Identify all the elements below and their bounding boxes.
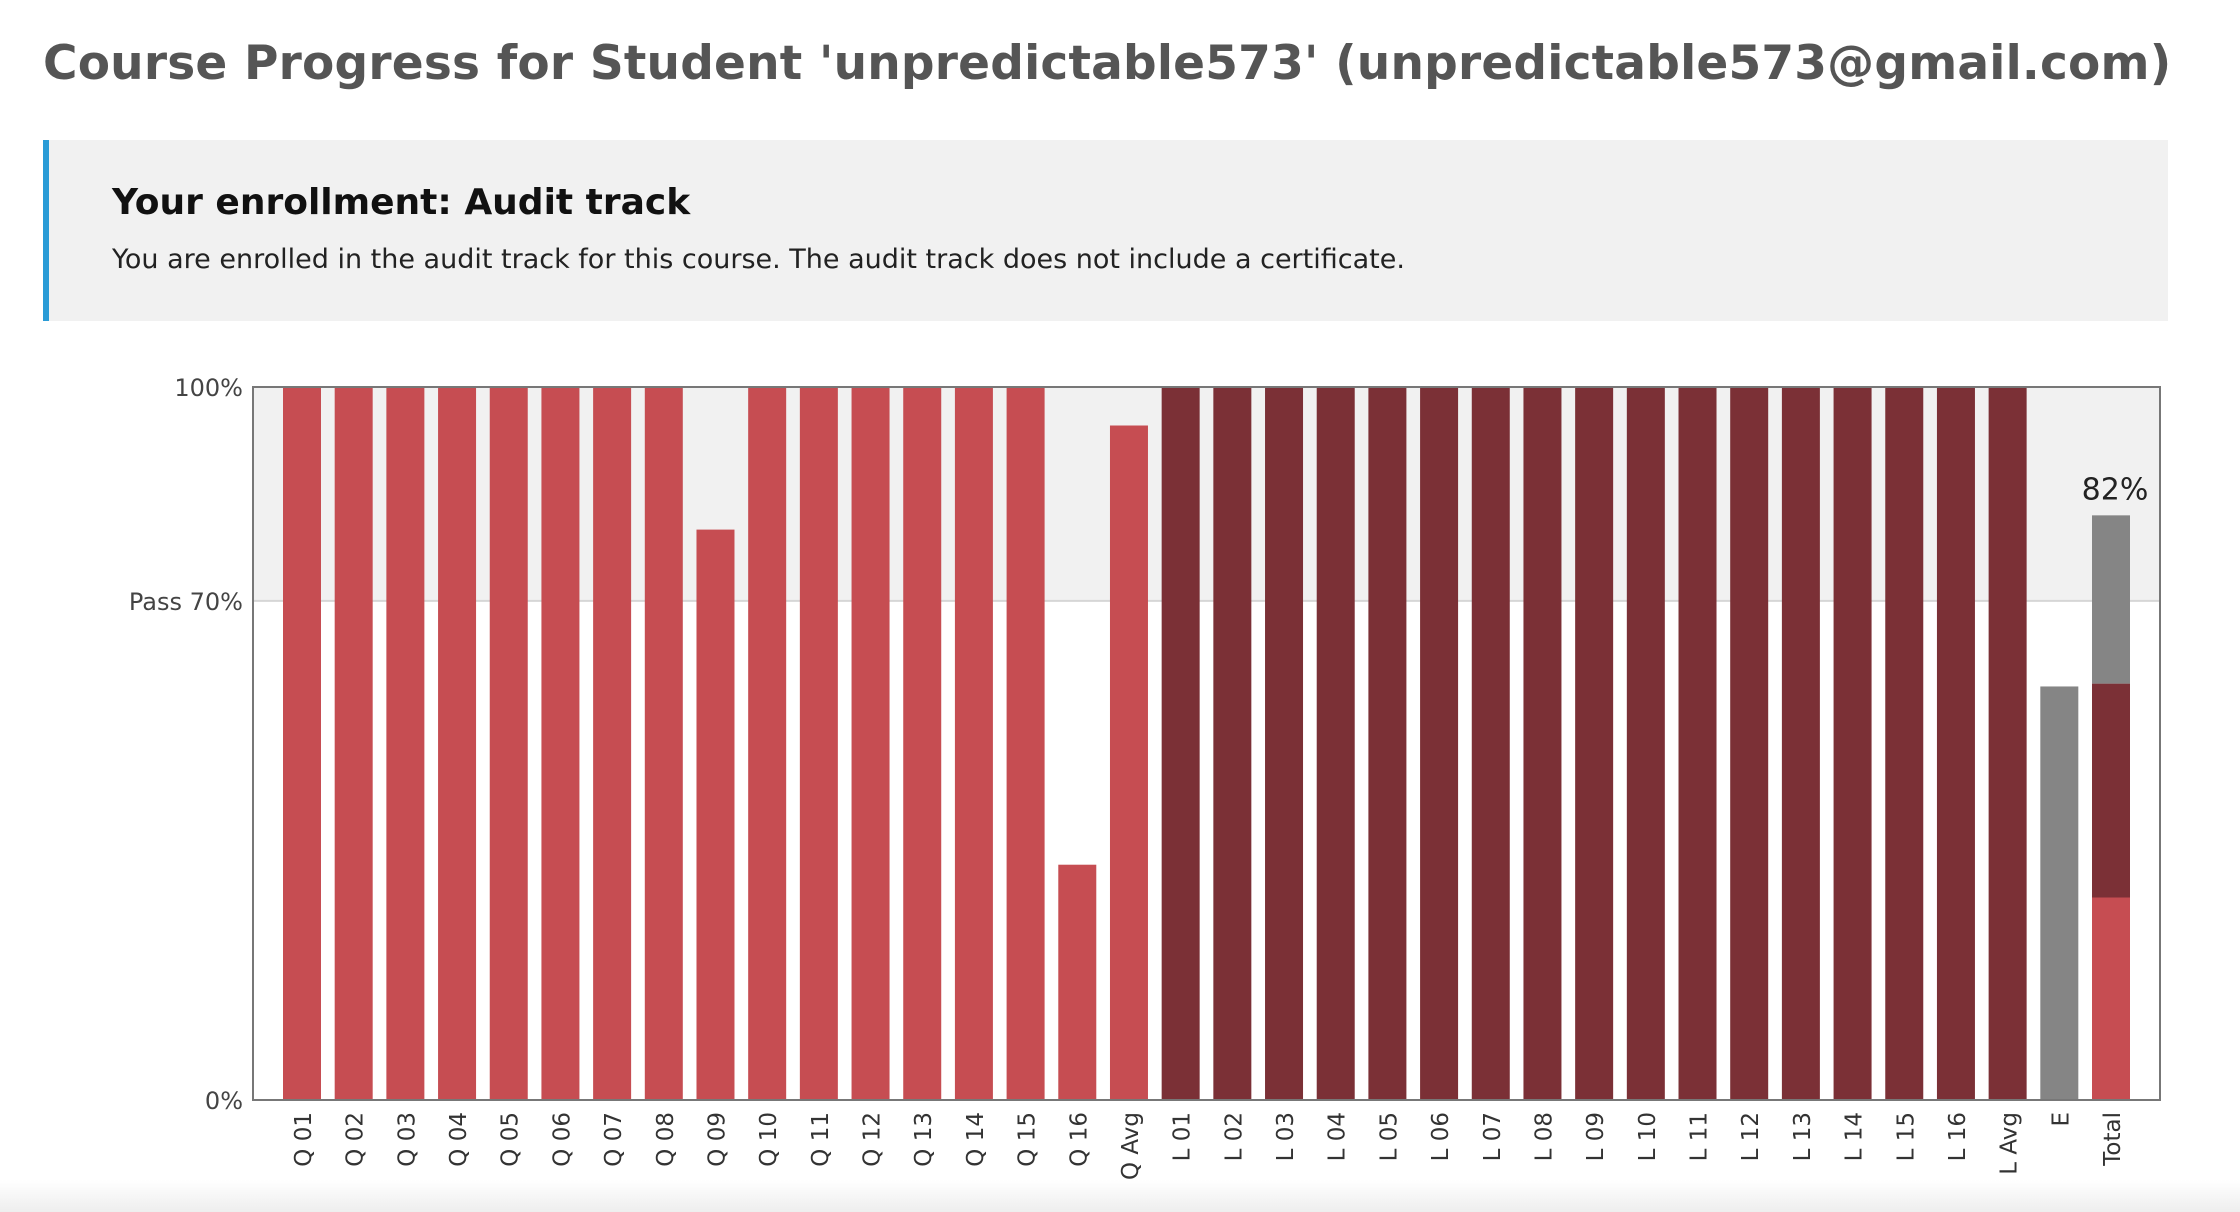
bar-q-09 (696, 529, 735, 1100)
bar-l-10 (1626, 387, 1665, 1100)
x-tick-label-l-14: L 14 (1842, 1112, 1868, 1161)
x-tick-label-total: Total (2100, 1112, 2126, 1167)
grade-chart: 0% Pass 70% 100% 82% Q 01 Q 02 Q 03 Q 04 Q 05 Q 0… (0, 330, 2240, 1200)
bar-l-16 (1936, 387, 1975, 1100)
x-tick-label-l-avg: L Avg (1997, 1112, 2023, 1175)
bar-q-03 (386, 387, 425, 1100)
x-tick-label-l-12: L 12 (1738, 1112, 1764, 1161)
x-tick-label-q-13: Q 13 (911, 1112, 937, 1167)
bar-q-02 (334, 387, 373, 1100)
bar-l-13 (1781, 387, 1820, 1100)
bar-q-12 (851, 387, 890, 1100)
bar-l-avg (1988, 387, 2027, 1100)
x-tick-label-e: E (2048, 1112, 2074, 1127)
bar-q-11 (799, 387, 838, 1100)
x-tick-label-l-08: L 08 (1531, 1112, 1557, 1161)
bar-q-15 (1006, 387, 1045, 1100)
total-value-label: 82% (2082, 472, 2149, 507)
x-tick-label-q-12: Q 12 (860, 1112, 886, 1167)
bar-q-01 (283, 387, 321, 1100)
bar-q-13 (903, 387, 942, 1100)
x-tick-label-q-14: Q 14 (963, 1112, 989, 1167)
bar-l-03 (1265, 387, 1304, 1100)
x-tick-label-q-09: Q 09 (704, 1112, 730, 1167)
bar-l-15 (1885, 387, 1924, 1100)
x-tick-label-q-06: Q 06 (549, 1112, 575, 1167)
total-segment-lab (2092, 683, 2130, 898)
enrollment-heading: Your enrollment: Audit track (112, 182, 691, 223)
x-tick-label-l-03: L 03 (1273, 1112, 1299, 1161)
bar-l-04 (1316, 387, 1355, 1100)
x-tick-label-q-02: Q 02 (343, 1112, 369, 1167)
x-tick-label-q-03: Q 03 (394, 1112, 420, 1167)
bar-e (2040, 686, 2079, 1100)
bar-l-07 (1471, 387, 1510, 1100)
x-tick-label-q-08: Q 08 (653, 1112, 679, 1167)
bar-q-16 (1058, 864, 1097, 1100)
bar-q-10 (748, 387, 787, 1100)
bar-l-01 (1161, 387, 1200, 1100)
plot-frame (252, 386, 2161, 1101)
y-tick-label-0: 0% (205, 1087, 243, 1115)
bar-l-06 (1420, 387, 1459, 1100)
x-tick-label-l-09: L 09 (1583, 1112, 1609, 1161)
y-tick-label-100: 100% (174, 374, 243, 402)
x-tick-label-l-16: L 16 (1945, 1112, 1971, 1161)
bar-l-05 (1368, 387, 1407, 1100)
y-tick-label-pass-70: Pass 70% (129, 588, 243, 616)
bar-q-avg (1109, 425, 1148, 1100)
x-tick-label-l-07: L 07 (1480, 1112, 1506, 1161)
x-tick-label-l-04: L 04 (1325, 1112, 1351, 1161)
x-tick-label-q-10: Q 10 (756, 1112, 782, 1167)
bar-q-08 (644, 387, 683, 1100)
x-tick-label-q-07: Q 07 (601, 1112, 627, 1167)
x-tick-label-q-05: Q 05 (498, 1112, 524, 1167)
x-tick-label-q-16: Q 16 (1066, 1112, 1092, 1167)
bar-q-14 (954, 387, 993, 1100)
enrollment-message: You are enrolled in the audit track for … (112, 244, 1405, 275)
total-segment-exam (2092, 515, 2130, 684)
bar-l-14 (1833, 387, 1872, 1100)
bar-q-05 (489, 387, 528, 1100)
x-tick-label-q-11: Q 11 (808, 1112, 834, 1167)
x-tick-label-q-04: Q 04 (446, 1112, 472, 1167)
x-tick-label-l-13: L 13 (1790, 1112, 1816, 1161)
x-tick-label-q-01: Q 01 (291, 1112, 317, 1167)
bar-l-11 (1678, 387, 1717, 1100)
bar-l-08 (1523, 387, 1562, 1100)
grade-chart-svg: 0% Pass 70% 100% 82% Q 01 Q 02 Q 03 Q 04 Q 05 Q 0… (129, 374, 2161, 1180)
total-segment-quiz (2092, 897, 2130, 1100)
x-tick-label-l-06: L 06 (1428, 1112, 1454, 1161)
page-title: Course Progress for Student 'unpredictab… (43, 36, 2172, 91)
x-tick-label-l-02: L 02 (1221, 1112, 1247, 1161)
bar-l-02 (1213, 387, 1252, 1100)
enrollment-message-box: Your enrollment: Audit track You are enr… (43, 140, 2168, 321)
x-tick-label-q-15: Q 15 (1015, 1112, 1041, 1167)
x-tick-label-l-10: L 10 (1635, 1112, 1661, 1161)
footer-shade (0, 1180, 2240, 1212)
x-tick-label-l-11: L 11 (1687, 1112, 1713, 1161)
x-tick-label-l-05: L 05 (1376, 1112, 1402, 1161)
bar-l-12 (1730, 387, 1769, 1100)
bar-q-06 (541, 387, 580, 1100)
bar-q-07 (593, 387, 632, 1100)
x-tick-label-l-15: L 15 (1893, 1112, 1919, 1161)
pass-zone (253, 387, 2160, 601)
bar-q-04 (438, 387, 477, 1100)
bar-l-09 (1575, 387, 1614, 1100)
x-tick-label-l-01: L 01 (1170, 1112, 1196, 1161)
x-tick-label-q-avg: Q Avg (1118, 1112, 1144, 1180)
